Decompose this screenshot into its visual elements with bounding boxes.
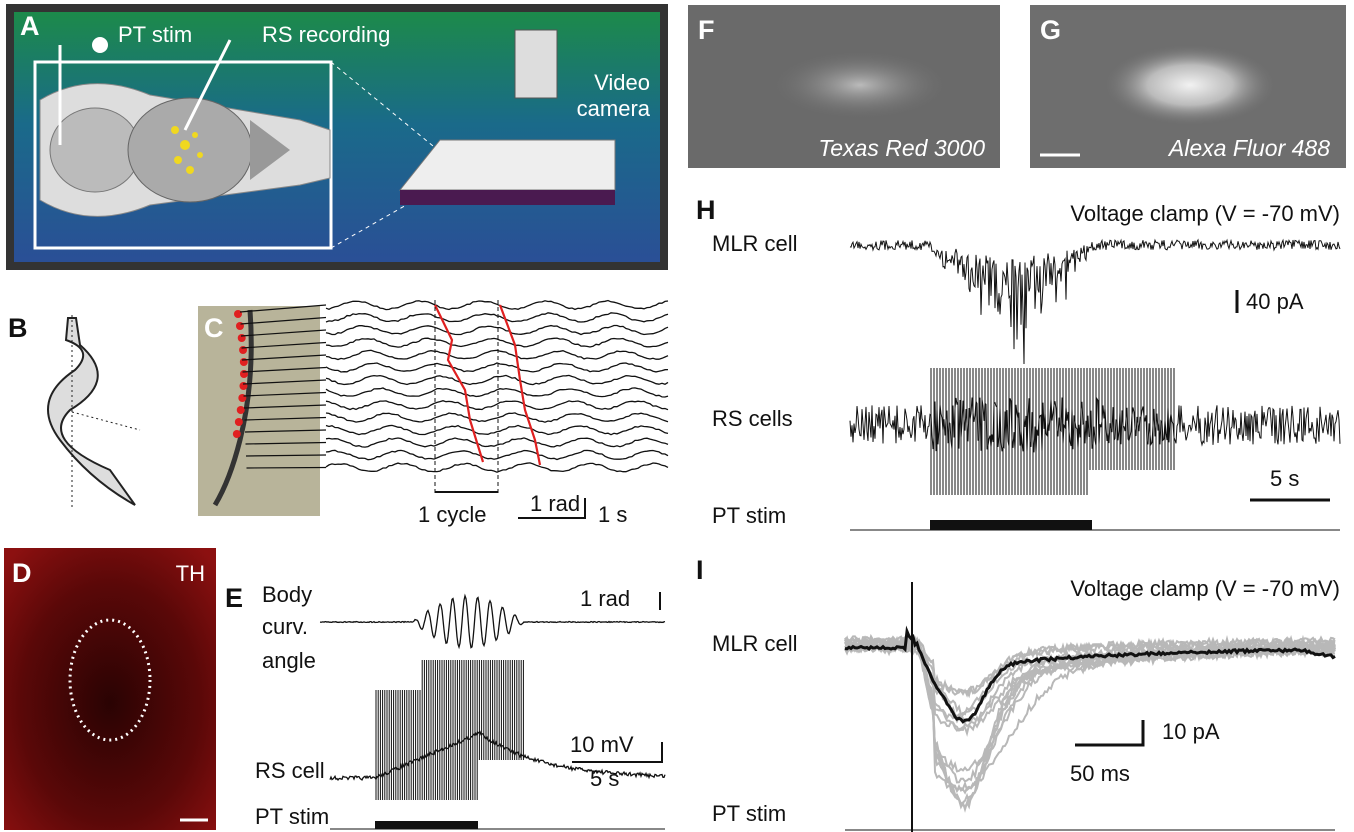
panel-label: A — [20, 11, 40, 41]
label: 50 ms — [1070, 761, 1130, 786]
brain-part — [50, 108, 140, 192]
trace — [326, 350, 668, 359]
figure: PT stim RS recording Video camera A B C … — [0, 0, 1354, 832]
label: MLR cell — [712, 231, 798, 256]
label: 10 mV — [570, 732, 634, 757]
marker — [238, 394, 246, 402]
angle-line — [72, 412, 140, 430]
label: Video — [594, 70, 650, 95]
panel-label: E — [225, 583, 243, 613]
label: RS cells — [712, 406, 793, 431]
panel-g: G Alexa Fluor 488 — [1030, 5, 1346, 168]
trace — [326, 450, 668, 459]
trace — [326, 413, 668, 422]
title: Voltage clamp (V = -70 mV) — [1070, 576, 1340, 601]
panel-f: F Texas Red 3000 — [688, 5, 1000, 168]
marker — [237, 406, 245, 414]
trace — [376, 660, 523, 800]
trace — [326, 375, 668, 384]
marker — [239, 382, 247, 390]
trace — [326, 388, 668, 397]
marker — [233, 430, 241, 438]
panel-a: PT stim RS recording Video camera A — [6, 4, 668, 270]
cell — [1105, 45, 1275, 125]
marker-line — [247, 468, 327, 469]
camera — [515, 30, 557, 98]
label: PT stim — [255, 804, 329, 829]
panel-label: F — [698, 15, 715, 45]
label: Body — [262, 582, 312, 607]
brain-part — [128, 98, 252, 202]
label: Alexa Fluor 488 — [1167, 135, 1330, 161]
label: 10 pA — [1162, 719, 1220, 744]
panel-label: D — [12, 558, 32, 588]
marker — [235, 418, 243, 426]
label: RS recording — [262, 22, 390, 47]
lamprey-outline — [48, 318, 135, 505]
trace — [326, 438, 668, 447]
marker — [236, 322, 244, 330]
label: 40 pA — [1246, 289, 1304, 314]
panel-label: H — [696, 195, 716, 225]
label: PT stim — [118, 22, 192, 47]
label: RS cell — [255, 758, 325, 783]
label: 5 s — [590, 766, 619, 791]
stim-icon — [92, 37, 108, 53]
label: PT stim — [712, 503, 786, 528]
label: 1 rad — [580, 586, 630, 611]
trace — [326, 425, 668, 434]
label: 1 s — [598, 502, 627, 527]
trace — [326, 313, 668, 322]
panel-h: H Voltage clamp (V = -70 mV) MLR cell RS… — [696, 195, 1340, 530]
title: Voltage clamp (V = -70 mV) — [1070, 201, 1340, 226]
panel-b: B — [8, 313, 140, 510]
label: 1 cycle — [418, 502, 486, 527]
panel-label: I — [696, 555, 704, 585]
trace — [326, 463, 668, 472]
marker — [234, 310, 242, 318]
stim-bar — [375, 821, 478, 829]
label: angle — [262, 648, 316, 673]
label: 5 s — [1270, 466, 1299, 491]
panel-label: G — [1040, 15, 1061, 45]
panel-label: C — [204, 313, 224, 343]
label: 1 rad — [530, 491, 580, 516]
label: PT stim — [712, 801, 786, 826]
panel-i: I Voltage clamp (V = -70 mV) MLR cell PT… — [696, 555, 1340, 832]
cell — [770, 50, 950, 120]
trace — [931, 368, 1174, 495]
panel-label: B — [8, 313, 28, 343]
dish-base — [400, 190, 615, 205]
label: curv. — [262, 614, 308, 639]
panel-d: D TH — [4, 548, 216, 830]
scale-bar — [1075, 720, 1143, 745]
trace — [326, 363, 668, 372]
panel-c: C 1 cycle 1 rad 1 s — [198, 300, 668, 527]
trace — [850, 398, 1340, 453]
label: TH — [176, 561, 205, 586]
label: MLR cell — [712, 631, 798, 656]
trace — [326, 401, 668, 410]
stim-bar — [930, 520, 1092, 530]
label: Texas Red 3000 — [818, 135, 985, 161]
image — [4, 548, 216, 830]
label: camera — [577, 96, 651, 121]
panel-e: E Body curv. angle RS cell PT stim 1 rad… — [225, 582, 665, 829]
trace — [326, 338, 668, 347]
trace — [326, 326, 668, 335]
traces — [850, 240, 1340, 495]
trace — [326, 301, 668, 310]
